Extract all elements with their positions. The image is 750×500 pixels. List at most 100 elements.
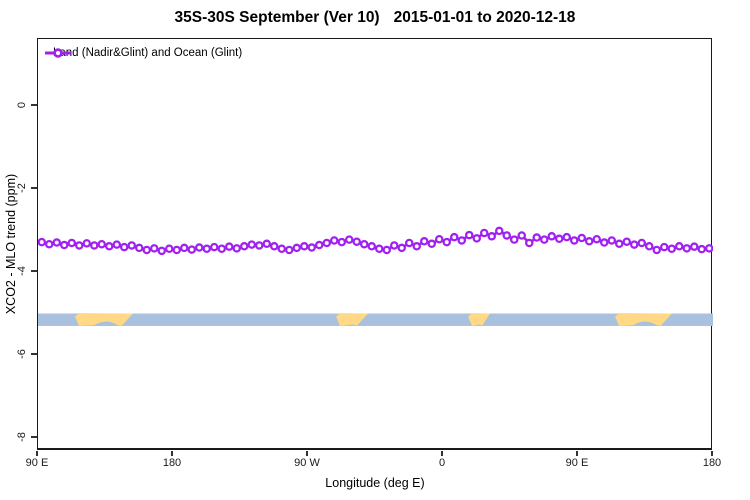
data-point (105, 242, 114, 251)
data-point (172, 245, 181, 255)
data-point (472, 234, 481, 243)
data-point (127, 241, 137, 250)
x-tick-label: 180 (162, 457, 182, 469)
data-point (502, 231, 511, 240)
data-point (299, 242, 309, 251)
chart-title-region: 35S-30S September (Ver 10) (174, 9, 380, 26)
data-point (352, 237, 361, 246)
data-point (577, 233, 587, 243)
data-point (194, 243, 204, 252)
data-point (600, 238, 609, 247)
data-point (449, 232, 459, 242)
data-point (652, 245, 662, 255)
data-point (562, 232, 572, 242)
y-tick (31, 104, 37, 106)
y-tick-label: -2 (16, 183, 28, 193)
land-patch (75, 313, 133, 326)
data-point (434, 234, 444, 244)
data-point (637, 238, 647, 248)
ocean-notch (632, 321, 658, 326)
x-tick-label: 90 E (25, 457, 49, 469)
data-point (622, 237, 632, 246)
data-point (59, 240, 69, 250)
y-tick-label: -8 (16, 432, 28, 442)
data-point (532, 233, 541, 242)
data-point (630, 240, 639, 249)
data-point (705, 244, 713, 253)
data-point (224, 242, 234, 251)
y-tick (31, 270, 37, 272)
data-point (382, 245, 391, 255)
y-tick-label: 0 (16, 101, 28, 109)
data-point (135, 243, 144, 253)
data-point (517, 231, 526, 240)
chart-title: 35S-30S September (Ver 10) 2015-01-01 to… (0, 9, 750, 27)
data-point (412, 242, 421, 251)
y-tick-label: -4 (16, 266, 28, 276)
data-point (494, 226, 504, 236)
ocean-strip (38, 313, 713, 326)
data-point (254, 241, 264, 250)
x-tick-label: 90 W (294, 457, 320, 469)
data-point (555, 234, 564, 244)
data-point (337, 237, 346, 247)
data-point (509, 235, 519, 244)
data-point (397, 243, 406, 253)
data-point (682, 244, 692, 253)
x-tick (711, 451, 713, 456)
data-point (539, 235, 549, 244)
data-point (247, 240, 256, 249)
legend-label: Land (Nadir&Glint) and Ocean (Glint) (53, 47, 243, 59)
x-tick (576, 451, 578, 456)
land-patch (468, 313, 490, 326)
data-point (44, 239, 54, 249)
data-point (38, 237, 46, 247)
data-point (645, 242, 654, 251)
data-point (314, 240, 324, 250)
data-point (52, 238, 61, 247)
data-point (97, 239, 107, 249)
plot-svg (38, 226, 713, 326)
data-point (202, 244, 211, 254)
data-point (570, 236, 579, 245)
data-point (404, 238, 414, 248)
y-tick (31, 436, 37, 438)
data-point (150, 244, 159, 253)
data-point (239, 242, 249, 251)
data-point (697, 244, 707, 254)
data-point (367, 242, 376, 251)
data-point (164, 244, 174, 254)
y-axis-title: XCO2 - MLO trend (ppm) (4, 173, 18, 315)
data-point (660, 242, 669, 252)
y-tick-label: -6 (16, 349, 28, 359)
data-point (464, 230, 474, 240)
data-point (307, 243, 316, 252)
data-point (157, 246, 167, 256)
data-point (209, 242, 219, 252)
data-point (607, 236, 617, 245)
x-tick (171, 451, 173, 456)
data-point (262, 239, 271, 249)
data-point (67, 238, 76, 248)
legend: Land (Nadir&Glint) and Ocean (Glint) (44, 47, 242, 59)
data-point (112, 240, 122, 249)
data-point (217, 244, 226, 254)
data-point (90, 241, 99, 250)
x-axis-title: Longitude (deg E) (325, 476, 425, 490)
data-point (82, 239, 92, 248)
data-point (457, 236, 466, 245)
data-point (359, 239, 369, 249)
x-tick-label: 0 (438, 457, 446, 469)
data-point (547, 232, 556, 241)
data-point (322, 238, 331, 248)
data-point (427, 239, 436, 249)
land-patch (336, 313, 369, 326)
data-point (690, 242, 699, 251)
data-point (374, 244, 384, 254)
data-point (75, 241, 84, 250)
data-point (675, 242, 684, 251)
data-point (479, 228, 489, 238)
data-point (329, 236, 339, 245)
data-point (120, 242, 129, 252)
